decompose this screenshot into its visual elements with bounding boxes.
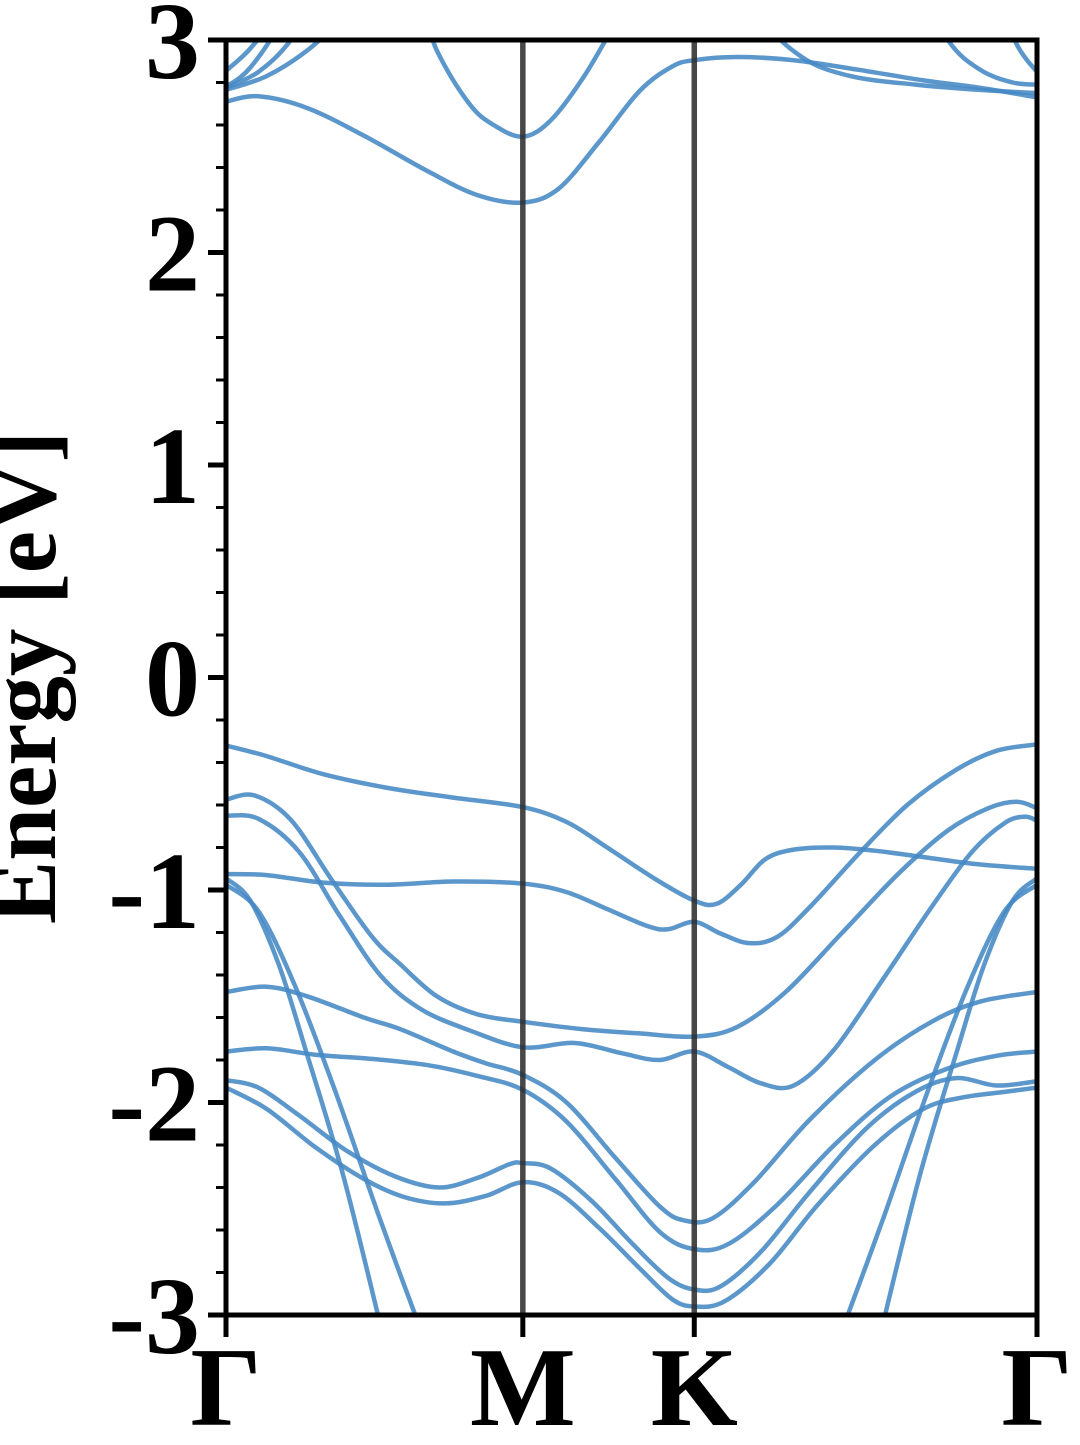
band-line-valence-7 <box>226 1075 1037 1294</box>
band-line-valence-2 <box>226 742 1037 946</box>
band-line-valence-5 <box>226 984 1037 1225</box>
axes-frame-and-ticks <box>208 37 1040 1337</box>
band-line-valence-12 <box>845 882 1037 1315</box>
band-line-valence-1 <box>226 743 1037 908</box>
band-line-valence-10 <box>226 882 418 1315</box>
y-tick-label: 1 <box>145 405 200 527</box>
band-line-valence-3 <box>226 792 1037 1040</box>
band-line-conduction-5 <box>226 40 261 74</box>
x-tick-label: Γ <box>190 1326 261 1440</box>
band-line-conduction-4 <box>226 40 1037 90</box>
y-tick-label: 0 <box>145 618 200 740</box>
y-axis-label: Energy [eV] <box>0 431 76 924</box>
x-tick-label: K <box>651 1326 738 1440</box>
band-line-conduction-2 <box>226 40 1037 139</box>
band-lines-group <box>226 40 1037 1315</box>
high-symmetry-separators <box>520 40 698 1315</box>
y-tick-label: 2 <box>145 193 200 315</box>
y-tick-label: -2 <box>108 1043 200 1165</box>
band-line-valence-4 <box>226 812 1037 1091</box>
y-tick-label: -1 <box>108 830 200 952</box>
band-line-valence-8 <box>226 1085 1037 1310</box>
band-line-valence-6 <box>226 1046 1037 1253</box>
x-tick-label: Γ <box>1001 1326 1072 1440</box>
y-tick-label: -3 <box>108 1255 200 1377</box>
band-line-conduction-1 <box>226 54 1037 206</box>
band-line-conduction-3 <box>226 40 1037 91</box>
x-tick-label: M <box>470 1326 576 1440</box>
y-tick-label: 3 <box>145 0 200 102</box>
